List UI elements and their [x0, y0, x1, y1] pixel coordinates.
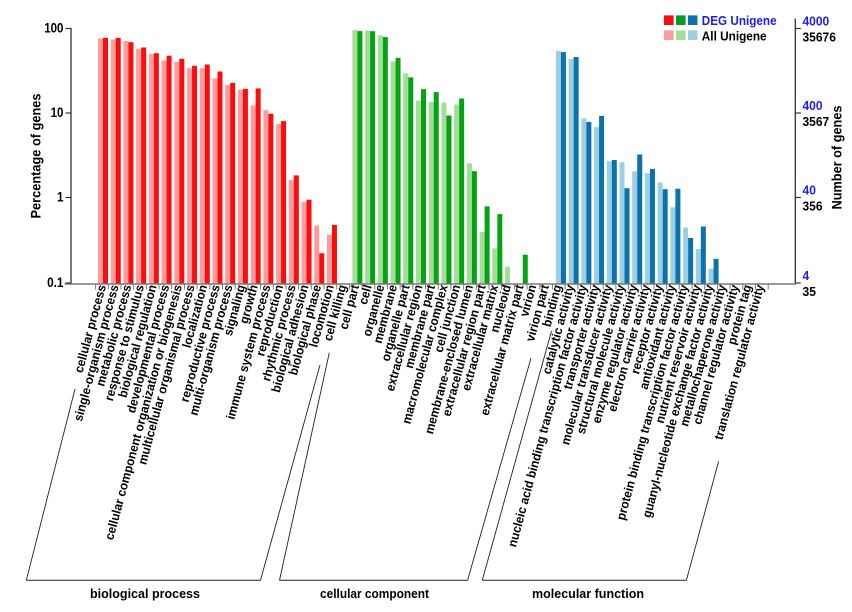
svg-text:35: 35 [803, 284, 816, 299]
svg-text:40: 40 [803, 182, 816, 197]
svg-text:35676: 35676 [803, 30, 836, 45]
svg-text:All Unigene: All Unigene [702, 29, 767, 44]
svg-text:Number of genes: Number of genes [829, 105, 845, 209]
svg-text:cellular component: cellular component [320, 586, 430, 601]
svg-text:100: 100 [44, 21, 63, 36]
svg-text:400: 400 [803, 98, 823, 113]
svg-text:3567: 3567 [803, 114, 830, 129]
svg-text:cell: cell [356, 283, 375, 306]
svg-text:0.1: 0.1 [47, 275, 64, 290]
svg-text:356: 356 [803, 199, 823, 214]
svg-text:1: 1 [57, 190, 64, 205]
svg-text:Percentage of genes: Percentage of genes [28, 93, 44, 218]
svg-text:molecular function: molecular function [532, 586, 644, 601]
svg-text:10: 10 [51, 105, 64, 120]
svg-text:biological process: biological process [90, 586, 200, 601]
svg-text:DEG Unigene: DEG Unigene [702, 13, 777, 28]
svg-text:4000: 4000 [803, 13, 830, 28]
svg-text:4: 4 [803, 268, 810, 283]
